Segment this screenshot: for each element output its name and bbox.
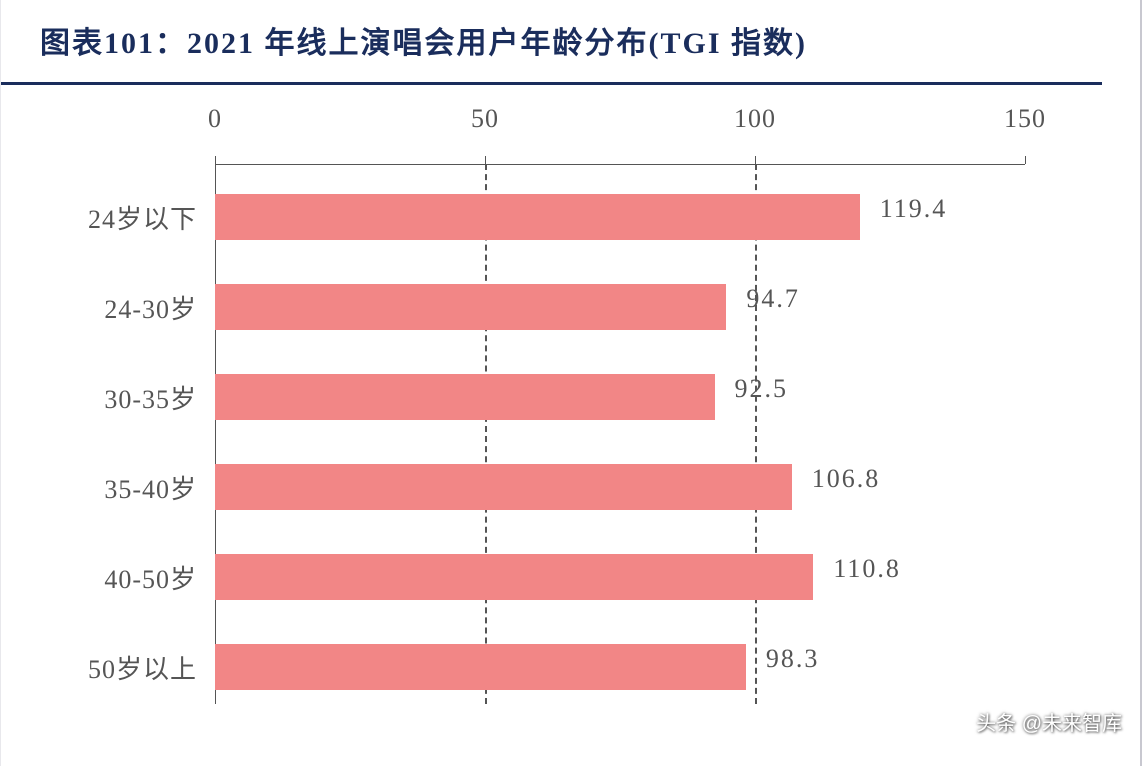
x-tick-mark <box>1025 156 1026 164</box>
y-axis-line <box>215 164 216 704</box>
bar-row: 24岁以下119.4 <box>215 194 860 240</box>
left-border <box>0 0 1 766</box>
x-tick-mark <box>755 156 756 164</box>
x-tick-mark <box>215 156 216 164</box>
x-axis-line <box>215 164 1025 165</box>
chart-title: 图表101：2021 年线上演唱会用户年龄分布(TGI 指数) <box>40 18 1102 62</box>
x-tick-mark <box>485 156 486 164</box>
value-label: 119.4 <box>880 194 948 224</box>
chart-container: 图表101：2021 年线上演唱会用户年龄分布(TGI 指数) 0 50 100 15… <box>0 0 1142 766</box>
value-label: 98.3 <box>766 644 820 674</box>
category-label: 35-40岁 <box>104 469 197 506</box>
category-label: 24岁以下 <box>88 199 197 236</box>
bar: 98.3 <box>215 644 746 690</box>
bar: 92.5 <box>215 374 715 420</box>
category-label: 24-30岁 <box>104 289 197 326</box>
bar: 119.4 <box>215 194 860 240</box>
x-tick-label: 150 <box>1004 104 1046 134</box>
bar-row: 24-30岁94.7 <box>215 284 726 330</box>
category-label: 30-35岁 <box>104 379 197 416</box>
value-label: 92.5 <box>735 374 789 404</box>
category-label: 50岁以上 <box>88 649 197 686</box>
watermark: 头条 @未来智库 <box>976 707 1122 736</box>
bar: 94.7 <box>215 284 726 330</box>
bar-row: 50岁以上98.3 <box>215 644 746 690</box>
value-label: 94.7 <box>746 284 800 314</box>
x-tick-label: 0 <box>208 104 222 134</box>
bar-row: 30-35岁92.5 <box>215 374 715 420</box>
title-underline <box>0 82 1102 85</box>
value-label: 110.8 <box>833 554 901 584</box>
x-tick-label: 100 <box>734 104 776 134</box>
title-block: 图表101：2021 年线上演唱会用户年龄分布(TGI 指数) <box>0 0 1142 72</box>
category-label: 40-50岁 <box>104 559 197 596</box>
bar: 110.8 <box>215 554 813 600</box>
x-tick-label: 50 <box>471 104 499 134</box>
bar: 106.8 <box>215 464 792 510</box>
plot-area: 05010015024岁以下119.424-30岁94.730-35岁92.53… <box>215 164 1025 704</box>
gridline <box>485 164 487 704</box>
gridline <box>755 164 757 704</box>
bar-row: 35-40岁106.8 <box>215 464 792 510</box>
value-label: 106.8 <box>812 464 881 494</box>
bar-row: 40-50岁110.8 <box>215 554 813 600</box>
